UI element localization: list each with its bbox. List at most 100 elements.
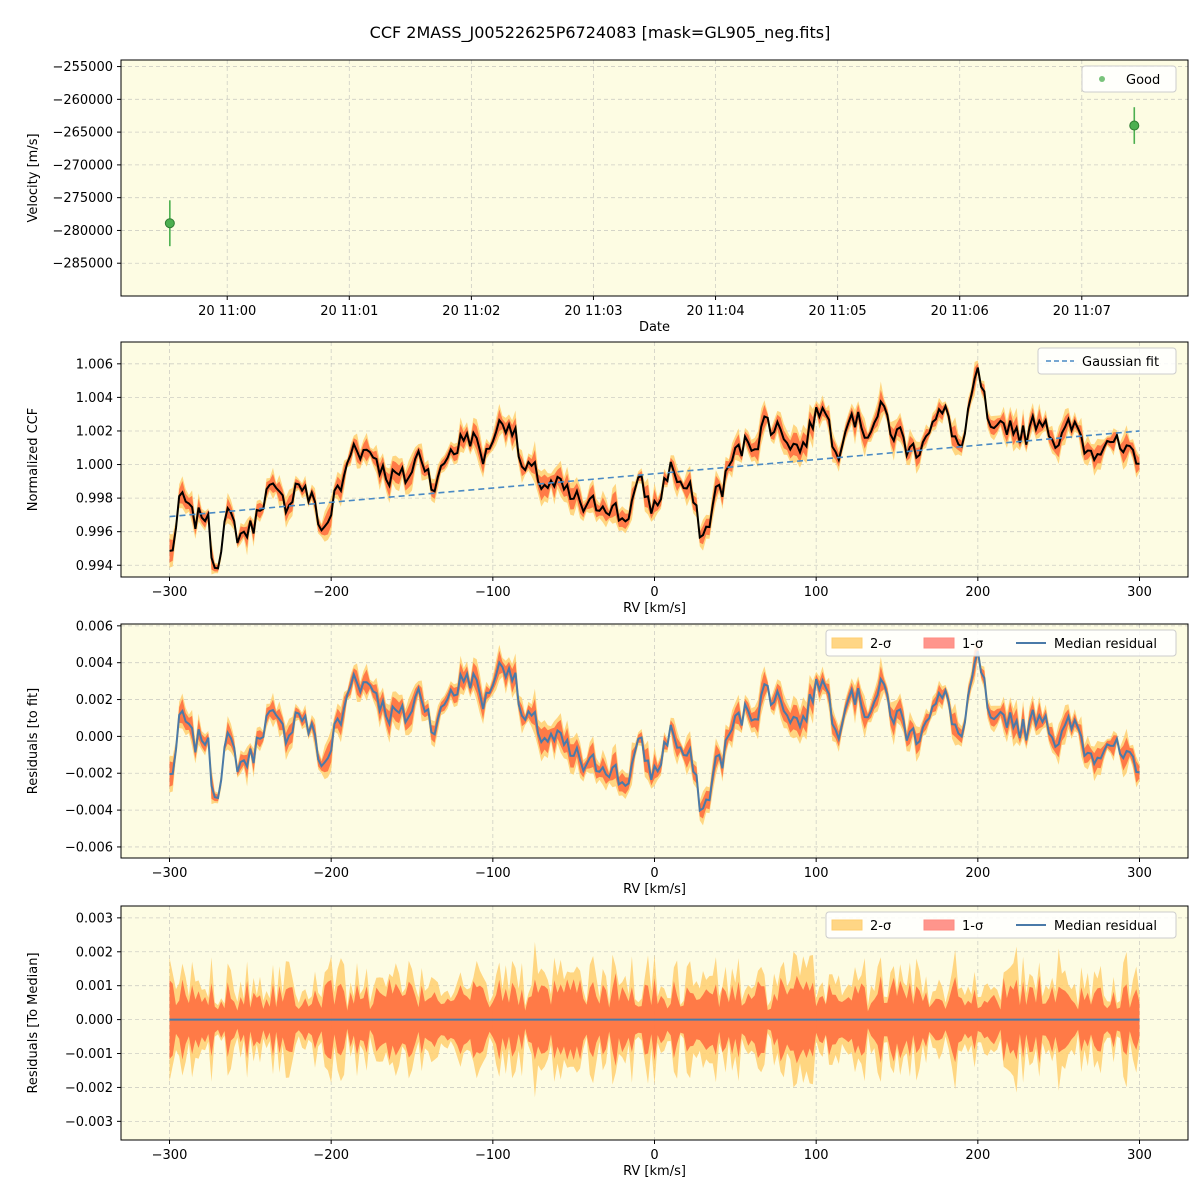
legend-box — [825, 629, 1177, 657]
y-tick-label: −0.003 — [65, 1115, 113, 1130]
x-tick-label: 20 11:02 — [442, 304, 500, 319]
figure-title: CCF 2MASS_J00522625P6724083 [mask=GL905_… — [370, 23, 831, 43]
x-tick-label: 300 — [1127, 1148, 1152, 1163]
legend-label: 2-σ — [870, 637, 891, 652]
plot-content — [169, 360, 1140, 575]
x-tick-label: 20 11:04 — [686, 304, 744, 319]
x-tick-label: 100 — [804, 585, 829, 600]
x-tick-label: −200 — [313, 585, 349, 600]
y-tick-label: 0.003 — [76, 911, 113, 926]
y-tick-label: 0.001 — [76, 979, 113, 994]
y-tick-label: −260000 — [52, 93, 113, 108]
y-tick-label: 1.004 — [76, 391, 113, 406]
x-tick-label: −200 — [313, 1148, 349, 1163]
x-tick-label: 0 — [650, 585, 658, 600]
y-tick-label: −0.002 — [65, 1081, 113, 1096]
y-tick-label: 1.000 — [76, 458, 113, 473]
ccf-line — [169, 367, 1140, 570]
legend-box — [1081, 65, 1177, 93]
x-tick-label: 300 — [1127, 585, 1152, 600]
data-point — [164, 218, 175, 229]
x-tick-label: 200 — [965, 866, 990, 881]
plot-background — [121, 60, 1188, 296]
y-tick-label: −275000 — [52, 191, 113, 206]
y-axis-label: Residuals [To Median] — [26, 952, 41, 1093]
legend: 2-σ 1-σ Median residual — [825, 629, 1177, 657]
x-tick-label: 20 11:05 — [809, 304, 867, 319]
y-tick-label: −0.004 — [65, 804, 113, 819]
x-tick-label: 20 11:06 — [931, 304, 989, 319]
x-tick-label: 20 11:07 — [1053, 304, 1111, 319]
axes: −300 −200 −100 0 100 200 300 0.003 0.002 0.001 0.0… — [26, 905, 1189, 1179]
legend-box — [1037, 347, 1177, 375]
x-axis-label: RV [km/s] — [623, 882, 686, 897]
x-tick-label: 100 — [804, 866, 829, 881]
x-tick-label: 300 — [1127, 866, 1152, 881]
gaussian-fit-line — [169, 430, 1140, 518]
plot-content — [164, 107, 1140, 247]
x-tick-label: 0 — [650, 1148, 658, 1163]
x-tick-label: 20 11:01 — [320, 304, 378, 319]
x-tick-label: −300 — [152, 866, 188, 881]
legend-swatch — [923, 919, 955, 931]
y-tick-label: 0.996 — [76, 525, 113, 540]
panel-3: −300 −200 −100 0 100 200 300 0.006 0.004 0.002 0.0… — [26, 619, 1189, 897]
y-tick-label: 1.002 — [76, 424, 113, 439]
y-tick-label: −0.002 — [65, 767, 113, 782]
x-tick-label: 200 — [965, 585, 990, 600]
legend-swatch — [831, 919, 863, 931]
legend-marker — [1099, 76, 1105, 82]
x-tick-label: 100 — [804, 1148, 829, 1163]
y-axis-label: Residuals [to fit] — [26, 688, 41, 794]
legend-box — [825, 911, 1177, 939]
y-tick-label: 0.000 — [76, 730, 113, 745]
y-axis-label: Velocity [m/s] — [26, 133, 41, 222]
y-axis-label: Normalized CCF — [26, 408, 41, 512]
data-point — [1129, 120, 1140, 131]
y-tick-label: 0.002 — [76, 693, 113, 708]
axes-frame — [120, 623, 1189, 859]
legend: Good — [1081, 65, 1177, 93]
y-tick-label: −280000 — [52, 224, 113, 239]
x-tick-label: −200 — [313, 866, 349, 881]
grid-lines — [121, 60, 1188, 296]
y-tick-label: −285000 — [52, 257, 113, 272]
panel-2: −300 −200 −100 0 100 200 300 0.994 0.996 0.998 1.0… — [26, 341, 1189, 616]
y-tick-label: −255000 — [52, 60, 113, 75]
x-tick-label: −100 — [475, 866, 511, 881]
x-tick-label: −100 — [475, 585, 511, 600]
axes: −300 −200 −100 0 100 200 300 0.994 0.996 0.998 1.0… — [26, 341, 1189, 616]
legend-label: 1-σ — [962, 637, 983, 652]
legend-label: Median residual — [1054, 637, 1157, 652]
y-tick-label: −270000 — [52, 158, 113, 173]
panel-4: −300 −200 −100 0 100 200 300 0.003 0.002 0.001 0.0… — [26, 905, 1189, 1179]
x-axis-label: Date — [639, 320, 670, 335]
axes: 20 11:00 20 11:01 20 11:02 20 11:03 20 11:04… — [26, 59, 1189, 335]
x-tick-label: −300 — [152, 585, 188, 600]
legend-swatch — [831, 637, 863, 649]
y-tick-label: −265000 — [52, 126, 113, 141]
legend-label: Gaussian fit — [1082, 355, 1159, 370]
y-tick-label: 0.998 — [76, 492, 113, 507]
x-tick-label: 0 — [650, 866, 658, 881]
y-tick-label: 0.004 — [76, 656, 113, 671]
y-tick-label: 0.000 — [76, 1013, 113, 1028]
legend-label: Good — [1126, 73, 1160, 88]
legend-label: Median residual — [1054, 919, 1157, 934]
legend-label: 1-σ — [962, 919, 983, 934]
y-tick-label: 0.002 — [76, 945, 113, 960]
x-tick-label: 20 11:03 — [564, 304, 622, 319]
x-axis-label: RV [km/s] — [623, 1164, 686, 1179]
x-tick-label: −100 — [475, 1148, 511, 1163]
legend: 2-σ 1-σ Median residual — [825, 911, 1177, 939]
y-tick-label: −0.006 — [65, 840, 113, 855]
axes-frame — [120, 905, 1189, 1141]
plot-background — [121, 342, 1188, 577]
axes: −300 −200 −100 0 100 200 300 0.006 0.004 0.002 0.0… — [26, 619, 1189, 897]
plot-content — [169, 941, 1140, 1098]
axes-frame — [120, 341, 1189, 578]
y-tick-label: 0.006 — [76, 619, 113, 634]
x-axis-label: RV [km/s] — [623, 601, 686, 616]
x-tick-label: 200 — [965, 1148, 990, 1163]
x-tick-label: −300 — [152, 1148, 188, 1163]
